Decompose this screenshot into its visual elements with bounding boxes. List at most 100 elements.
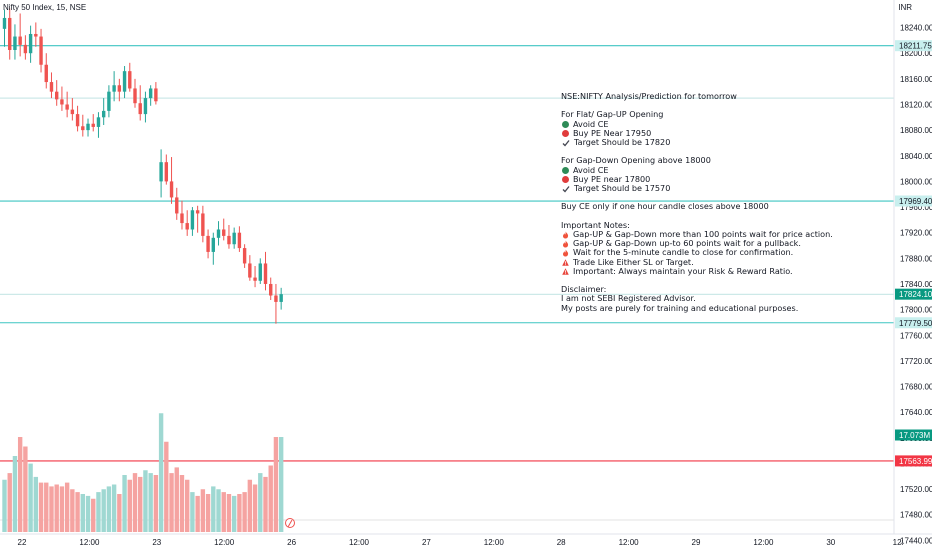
annotation-line: Trade Like Either SL or Target. (561, 256, 833, 267)
candle-body (248, 263, 252, 278)
candle-body (101, 110, 106, 118)
time-tick-label: 22 (18, 538, 27, 547)
price-tick-label: 18160.00 (900, 75, 932, 84)
volume-bar (96, 492, 101, 532)
price-tick-label: 18080.00 (900, 126, 932, 135)
candle-body (253, 277, 257, 281)
time-tick-label: 26 (287, 538, 296, 547)
candle-body (117, 85, 122, 92)
volume-bar (273, 437, 279, 532)
candle-body (133, 88, 137, 104)
volume-bar (106, 486, 112, 532)
annotation-line: Buy PE near 17800 (561, 174, 833, 184)
candle-body (154, 88, 158, 102)
candle-body (23, 44, 28, 54)
volume-bar (252, 484, 258, 532)
volume-bar (190, 492, 195, 532)
volume-bar (211, 486, 216, 532)
annotation-text: For Gap-Down Opening above 18000 (561, 155, 711, 166)
candle-body (96, 117, 101, 127)
volume-bar (195, 495, 200, 532)
candle-body (237, 232, 242, 249)
price-tick-label: 17520.00 (900, 485, 932, 494)
annotation-text: Wait for the 5-minute candle to close fo… (573, 247, 794, 258)
analysis-note: NSE:NIFTY Analysis/Prediction for tomorr… (561, 91, 833, 313)
level-price-tag (895, 195, 932, 207)
candle-body (175, 197, 179, 214)
price-tick-label: 18120.00 (900, 100, 932, 109)
fire-icon (562, 249, 569, 257)
candle-body (143, 98, 148, 115)
level-price-tag (895, 455, 932, 467)
candle-body (269, 283, 273, 296)
annotation-text: I am not SEBI Registered Advisor. (561, 293, 696, 304)
volume-bar (185, 479, 190, 532)
time-tick-label: 29 (692, 538, 701, 547)
level-price-label: 17779.50 (899, 319, 932, 328)
price-labels: 18211.75 17969.40 17824.10 17779.50 17563.99… (895, 40, 932, 467)
volume-bar (23, 446, 28, 532)
green-circle-icon (562, 120, 569, 128)
price-tick-label: 17800.00 (900, 306, 932, 315)
candle-body (13, 36, 17, 50)
candle-body (55, 91, 59, 100)
volume-bar (91, 498, 96, 532)
volume-bar (80, 494, 85, 532)
volume-bar (54, 484, 59, 532)
annotation-line: Wait for the 5-minute candle to close fo… (561, 248, 833, 257)
level-price-label: 17563.99 (899, 457, 932, 466)
annotation-text: Gap-UP & Gap-Down more than 100 points w… (573, 228, 833, 239)
candle-body (279, 294, 283, 302)
volume-bar (268, 465, 273, 532)
candle-body (39, 36, 43, 65)
time-tick-label: 30 (826, 538, 835, 547)
check-icon (562, 185, 570, 193)
annotation-text: Target Should be 17570 (574, 183, 671, 193)
level-price-label: 17969.40 (899, 197, 932, 206)
annotation-line: Gap-UP & Gap-Down up-to 60 points wait f… (561, 238, 833, 249)
volume-bar (278, 437, 284, 532)
volume-bar (2, 479, 7, 532)
candle-body (8, 17, 12, 51)
annotation-text: Buy PE Near 17950 (573, 127, 652, 138)
chart-title: Nifty 50 Index, 15, NSE (3, 3, 87, 12)
candle-body (70, 109, 75, 115)
volume-bar (138, 476, 143, 532)
volume-bar (148, 473, 153, 532)
volume-bar (101, 489, 106, 532)
candle-body (206, 235, 210, 252)
red-circle-icon (562, 129, 569, 137)
price-tick-label: 17720.00 (900, 357, 932, 366)
volume-bar (7, 473, 12, 532)
candle-body (107, 91, 111, 111)
volume-bar (169, 473, 174, 532)
time-tick-label: 27 (422, 538, 431, 547)
annotation-text: Avoid CE (573, 118, 609, 129)
candle-body (159, 162, 163, 182)
volume-bar (179, 475, 185, 532)
annotation-text: Trade Like Either SL or Target. (573, 256, 694, 267)
volume-bar (205, 494, 211, 532)
candle-body (185, 223, 189, 230)
time-tick-label: 28 (557, 538, 566, 547)
volume-bar (174, 467, 179, 532)
annotation-line: Target Should be 17820 (561, 137, 833, 147)
volume-bar (70, 489, 75, 532)
volume-bar (59, 486, 65, 532)
volume-bar (117, 494, 122, 532)
annotation-line: I am not SEBI Registered Advisor. (561, 294, 833, 303)
currency-label: INR (898, 3, 912, 12)
candle-body (86, 123, 90, 131)
candle-body (190, 210, 195, 230)
price-tick-label: 18200.00 (900, 49, 932, 58)
volume-bar (231, 495, 237, 532)
annotation-text: For Flat/ Gap-UP Opening (561, 109, 664, 120)
annotation-text: Gap-UP & Gap-Down up-to 60 points wait f… (573, 238, 801, 249)
candle-body (242, 248, 247, 264)
price-tick-label: 17840.00 (900, 280, 932, 289)
volume-bar (49, 486, 54, 532)
annotation-text: Important: Always maintain your Risk & R… (573, 265, 793, 276)
volume-bar (143, 470, 148, 532)
level-price-tag (895, 288, 932, 300)
